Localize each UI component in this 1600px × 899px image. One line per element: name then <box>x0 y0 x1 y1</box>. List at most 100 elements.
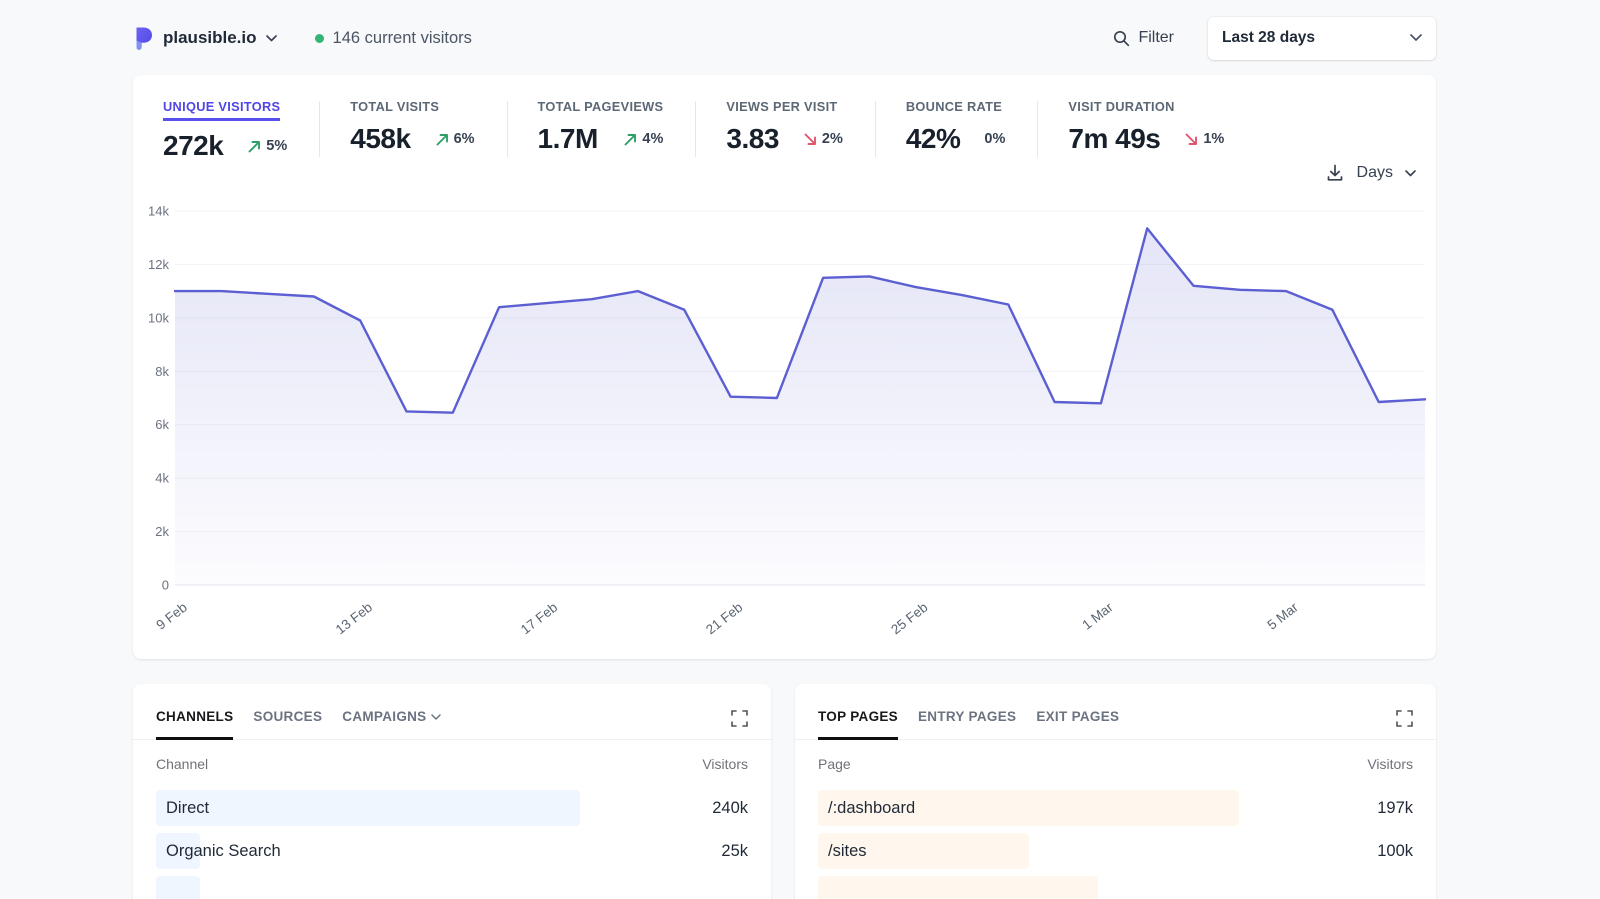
stat-label: TOTAL PAGEVIEWS <box>537 99 664 114</box>
value-bar <box>818 790 1239 826</box>
value-bar <box>818 833 1029 869</box>
row-label[interactable]: Organic Search <box>166 842 281 860</box>
row-visitors: 25k <box>721 842 748 860</box>
chevron-down-icon <box>1405 169 1416 176</box>
chart-svg: 0 2k 4k 6k 8k 10k 12k 14k 9 Feb 13 Feb 17 Feb 21 Fe… <box>148 204 1427 638</box>
stat-label: TOTAL VISITS <box>350 99 440 114</box>
site-switcher[interactable]: plausible.io <box>133 26 277 51</box>
y-tick-label: 8k <box>155 364 169 379</box>
stat-total-pageviews[interactable]: TOTAL PAGEVIEWS 1.7M 4% <box>538 99 664 155</box>
row-label[interactable]: /:dashboard <box>828 799 916 817</box>
stat-total-visits[interactable]: TOTAL VISITS 458k 6% <box>350 99 474 155</box>
top-bar: plausible.io 146 current visitors Filter… <box>133 0 1436 76</box>
x-tick-label: 17 Feb <box>518 600 560 638</box>
stat-change: 1% <box>1184 131 1224 147</box>
plausible-logo-icon <box>136 27 152 50</box>
stat-bounce-rate[interactable]: BOUNCE RATE 42% 0% <box>906 99 1006 155</box>
trend-down-icon <box>1185 133 1198 145</box>
tab-sources[interactable]: SOURCES <box>253 709 323 724</box>
filter-label: Filter <box>1138 29 1174 46</box>
interval-label: Days <box>1356 164 1393 181</box>
current-visitors[interactable]: 146 current visitors <box>314 28 472 48</box>
site-name: plausible.io <box>163 28 257 47</box>
stat-views-per-visit[interactable]: VIEWS PER VISIT 3.83 2% <box>726 99 842 155</box>
stat-change-pct: 5% <box>266 138 288 154</box>
y-tick-label: 0 <box>162 578 169 593</box>
y-tick-label: 4k <box>155 471 169 486</box>
col-channel: Channel <box>156 756 209 772</box>
tab-top-pages[interactable]: TOP PAGES <box>818 709 898 740</box>
y-tick-label: 14k <box>148 204 169 219</box>
row-visitors: 240k <box>712 799 748 817</box>
chevron-down-icon <box>431 713 442 720</box>
table-row[interactable]: Direct 240k <box>156 790 748 826</box>
stat-value: 42% <box>905 123 961 154</box>
tab-exit-pages[interactable]: EXIT PAGES <box>1036 709 1120 724</box>
stat-label: VIEWS PER VISIT <box>726 99 838 114</box>
y-tick-label: 10k <box>148 310 169 325</box>
pages-panel: TOP PAGES ENTRY PAGES EXIT PAGES Page Vi… <box>795 684 1436 899</box>
x-tick-label: 5 Mar <box>1265 599 1302 632</box>
stat-divider <box>319 101 321 157</box>
channels-rows: Direct 240k Organic Search 25k <box>156 790 748 899</box>
y-tick-label: 12k <box>148 257 169 272</box>
filter-button[interactable]: Filter <box>1113 29 1174 47</box>
current-visitors-label: 146 current visitors <box>332 28 472 47</box>
col-visitors: Visitors <box>702 756 748 772</box>
trend-up-icon <box>436 133 448 145</box>
table-row[interactable]: Organic Search 25k <box>156 833 748 869</box>
stat-change-pct: 2% <box>821 131 843 147</box>
stat-visit-duration[interactable]: VISIT DURATION 7m 49s 1% <box>1068 99 1224 155</box>
expand-icon[interactable] <box>1396 709 1413 727</box>
pages-rows: /:dashboard 197k/sites 100k <box>818 790 1413 899</box>
date-range-picker[interactable]: Last 28 days <box>1208 16 1436 60</box>
tab-campaigns[interactable]: CAMPAIGNS <box>342 709 442 737</box>
x-tick-label: 9 Feb <box>153 600 189 633</box>
pages-table-header: Page Visitors <box>795 740 1436 772</box>
y-tick-label: 6k <box>155 417 169 432</box>
y-tick-label: 2k <box>155 524 169 539</box>
download-icon[interactable] <box>1325 163 1345 183</box>
visitors-chart[interactable]: 0 2k 4k 6k 8k 10k 12k 14k 9 Feb 13 Feb 17 Feb 21 Fe… <box>133 195 1436 659</box>
tab-channels[interactable]: CHANNELS <box>156 709 234 740</box>
stat-value: 272k <box>163 130 224 161</box>
stat-change: 2% <box>803 131 843 147</box>
trend-up-icon <box>248 140 261 152</box>
trend-down-icon <box>804 133 816 145</box>
date-range-label: Last 28 days <box>1222 29 1316 46</box>
stat-change-pct: 1% <box>1203 131 1225 147</box>
stat-change: 6% <box>435 131 475 147</box>
table-row[interactable]: /sites 100k <box>818 833 1413 869</box>
stat-divider <box>1037 101 1039 157</box>
stat-divider <box>695 101 697 157</box>
chart-area <box>175 228 1425 585</box>
value-bar <box>156 833 201 869</box>
expand-icon[interactable] <box>731 709 748 727</box>
row-label[interactable]: /sites <box>828 842 867 860</box>
stat-value: 458k <box>350 123 411 154</box>
chart-line[interactable] <box>173 227 1427 414</box>
tab-campaigns-label: CAMPAIGNS <box>342 709 427 724</box>
stat-divider <box>874 101 876 157</box>
stat-unique-visitors[interactable]: UNIQUE VISITORS 272k 5% <box>163 99 287 162</box>
x-tick-label: 13 Feb <box>333 600 375 638</box>
channels-tabbar: CHANNELS SOURCES CAMPAIGNS <box>133 684 771 740</box>
stat-value: 7m 49s <box>1068 123 1161 154</box>
table-row[interactable]: /:dashboard 197k <box>818 790 1413 826</box>
search-icon <box>1114 30 1130 46</box>
value-bar <box>156 790 580 826</box>
x-tick-label: 1 Mar <box>1079 599 1116 632</box>
stat-label: VISIT DURATION <box>1068 99 1175 114</box>
row-label[interactable]: Direct <box>166 799 210 817</box>
x-tick-label: 25 Feb <box>888 600 930 638</box>
value-bar <box>818 876 1098 899</box>
interval-selector[interactable]: Days <box>1325 163 1416 183</box>
row-visitors: 100k <box>1377 842 1413 860</box>
x-tick-label: 21 Feb <box>703 600 745 638</box>
stat-divider <box>506 101 508 157</box>
tab-entry-pages[interactable]: ENTRY PAGES <box>917 709 1017 724</box>
table-row-partial <box>156 876 748 899</box>
stats-row: UNIQUE VISITORS 272k 5% TOTAL VISITS 458k 6% T… <box>163 99 1224 162</box>
col-page: Page <box>818 756 851 772</box>
